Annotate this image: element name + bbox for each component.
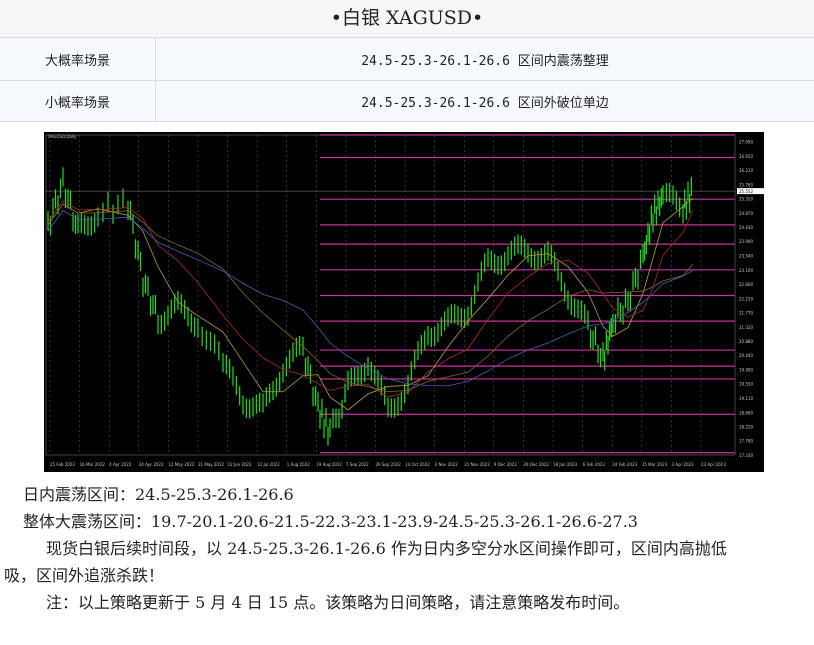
overall-range: 整体大震荡区间：19.7-20.1-20.6-21.5-22.3-23.1-23… — [23, 512, 638, 531]
chart-symbol: XAGUSD,Daily — [48, 134, 77, 139]
price-chart-svg: XAGUSD,Daily 27.090 26.650 26.210 25.760 25.… — [45, 134, 764, 467]
y-tick-label: 17.330 — [739, 453, 753, 458]
moving-average-line — [47, 200, 694, 398]
x-tick-label: 1 Aug 2022 — [287, 462, 311, 467]
x-tick-label: 19 Aug 2022 — [316, 462, 342, 467]
strategy-text-cont: 吸，区间外追涨杀跌！ — [4, 566, 165, 585]
table-row: 小概率场景 24.5-25.3-26.1-26.6 区间外破位单边 — [0, 81, 814, 122]
y-tick-label: 21.320 — [739, 325, 753, 330]
x-tick-label: 9 Dec 2022 — [494, 462, 517, 467]
x-tick-label: 15 Mar 2023 — [642, 462, 668, 467]
y-tick-label: 21.770 — [739, 310, 753, 315]
scenario-value: 24.5-25.3-26.1-26.6 区间外破位单边 — [361, 95, 609, 111]
y-tick-label: 19.990 — [739, 368, 753, 373]
y-tick-label: 27.090 — [739, 140, 753, 145]
moving-average-line — [47, 209, 694, 387]
scenario-value: 24.5-25.3-26.1-26.6 区间内震荡整理 — [361, 53, 609, 69]
y-tick-label: 23.990 — [739, 239, 753, 244]
x-tick-label: 24 Apr 2022 — [139, 462, 164, 467]
x-tick-label: 12 Jul 2022 — [257, 462, 280, 467]
x-tick-label: 23 Apr 2023 — [701, 462, 726, 467]
scenario-label: 小概率场景 — [0, 81, 156, 121]
strategy-text: 现货白银后续时间段，以 24.5-25.3-26.1-26.6 作为日内多空分水… — [46, 539, 727, 558]
x-tick-label: 24 Feb 2023 — [612, 462, 637, 467]
y-tick-label: 19.110 — [739, 396, 753, 401]
y-tick-label: 18.660 — [739, 410, 753, 415]
x-tick-label: 14 Oct 2022 — [405, 462, 430, 467]
moving-average-line — [47, 203, 694, 393]
x-tick-label: 26 Sep 2022 — [376, 462, 402, 467]
y-tick-label: 23.540 — [739, 254, 753, 259]
x-tick-label: 16 Mar 2022 — [80, 462, 106, 467]
y-tick-label: 22.210 — [739, 296, 753, 301]
y-tick-label: 20.440 — [739, 353, 753, 358]
y-tick-label: 25.760 — [739, 182, 753, 187]
x-tick-label: 12 May 2022 — [168, 462, 195, 467]
price-chart: XAGUSD,Daily 27.090 26.650 26.210 25.760 25.… — [44, 132, 764, 472]
scenario-label: 大概率场景 — [0, 38, 156, 80]
moving-average-line — [47, 197, 694, 411]
y-tick-label: 25.320 — [739, 197, 753, 202]
x-tick-label: 4 Apr 2022 — [109, 462, 132, 467]
y-tick-label: 24.430 — [739, 225, 753, 230]
y-tick-label: 26.210 — [739, 168, 753, 173]
x-tick-label: 18 Jan 2023 — [553, 462, 577, 467]
y-tick-label: 22.660 — [739, 282, 753, 287]
y-tick-label: 24.870 — [739, 211, 753, 216]
y-tick-label: 23.100 — [739, 268, 753, 273]
x-tick-label: 7 Sep 2022 — [346, 462, 369, 467]
update-note: 注：以上策略更新于 5 月 4 日 15 点。该策略为日间策略，请注意策略发布时… — [46, 593, 630, 612]
y-tick-label: 18.220 — [739, 424, 753, 429]
x-tick-label: 6 Feb 2023 — [583, 462, 606, 467]
page-title: •白银 XAGUSD• — [0, 0, 814, 38]
y-tick-label: 26.650 — [739, 154, 753, 159]
x-tick-label: 22 Jun 2022 — [228, 462, 253, 467]
table-row: 大概率场景 24.5-25.3-26.1-26.6 区间内震荡整理 — [0, 38, 814, 81]
current-price-box — [737, 188, 764, 195]
x-tick-label: 31 May 2022 — [198, 462, 225, 467]
x-tick-label: 29 Dec 2022 — [523, 462, 549, 467]
x-tick-label: 3 Apr 2023 — [671, 462, 694, 467]
y-tick-label: 19.550 — [739, 382, 753, 387]
y-tick-label: 20.880 — [739, 339, 753, 344]
current-price-label: 25.552 — [739, 189, 753, 194]
x-tick-label: 21 Nov 2022 — [464, 462, 490, 467]
x-tick-label: 2 Nov 2022 — [435, 462, 459, 467]
y-tick-label: 17.780 — [739, 439, 753, 444]
x-tick-label: 25 Feb 2022 — [50, 462, 75, 467]
intraday-range: 日内震荡区间：24.5-25.3-26.1-26.6 — [23, 485, 294, 504]
